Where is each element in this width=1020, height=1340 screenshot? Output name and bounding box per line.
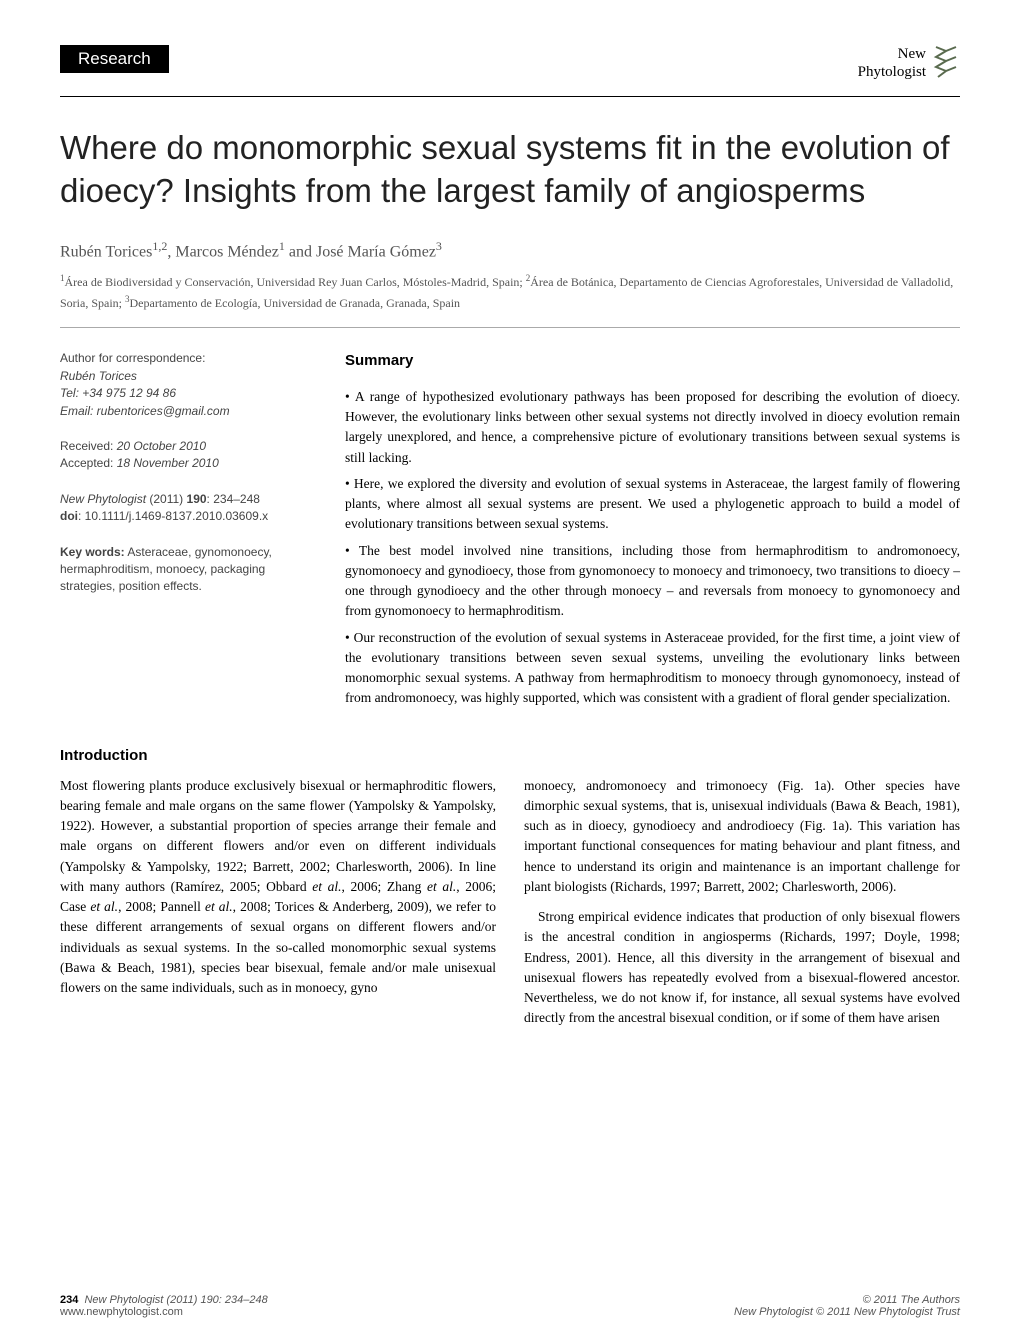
summary-bullet: • Our reconstruction of the evolution of… bbox=[345, 628, 960, 709]
page-number: 234 bbox=[60, 1294, 78, 1306]
journal-line1: New bbox=[858, 45, 926, 63]
corr-tel: Tel: +34 975 12 94 86 bbox=[60, 385, 315, 402]
keywords-block: Key words: Asteraceae, gynomonoecy, herm… bbox=[60, 544, 315, 596]
mid-rule bbox=[60, 327, 960, 328]
footer-url: www.newphytologist.com bbox=[60, 1306, 183, 1318]
top-rule bbox=[60, 96, 960, 97]
summary-bullet: • The best model involved nine transitio… bbox=[345, 541, 960, 622]
received-line: Received: 20 October 2010 bbox=[60, 438, 315, 455]
summary-bullet: • Here, we explored the diversity and ev… bbox=[345, 474, 960, 535]
section-tag: Research bbox=[60, 45, 169, 73]
footer-cite: New Phytologist (2011) 190: 234–248 bbox=[84, 1294, 267, 1306]
corr-name: Rubén Torices bbox=[60, 368, 315, 385]
leaf-icon bbox=[932, 45, 960, 79]
corr-label: Author for correspondence: bbox=[60, 350, 315, 367]
dates-block: Received: 20 October 2010 Accepted: 18 N… bbox=[60, 438, 315, 473]
corr-email: Email: rubentorices@gmail.com bbox=[60, 403, 315, 420]
intro-para-2: Strong empirical evidence indicates that… bbox=[524, 907, 960, 1029]
page-footer: 234 New Phytologist (2011) 190: 234–248 … bbox=[60, 1294, 960, 1318]
accepted-line: Accepted: 18 November 2010 bbox=[60, 455, 315, 472]
doi-line: doi: 10.1111/j.1469-8137.2010.03609.x bbox=[60, 508, 315, 525]
footer-left: 234 New Phytologist (2011) 190: 234–248 … bbox=[60, 1294, 268, 1318]
correspondence-block: Author for correspondence: Rubén Torices… bbox=[60, 350, 315, 420]
copyright-2: New Phytologist © 2011 New Phytologist T… bbox=[734, 1306, 960, 1318]
keywords-label: Key words: bbox=[60, 545, 125, 559]
journal-line2: Phytologist bbox=[858, 63, 926, 81]
accepted: Accepted: 18 November 2010 bbox=[60, 456, 219, 470]
authors: Rubén Torices1,2, Marcos Méndez1 and Jos… bbox=[60, 239, 960, 261]
citation-block: New Phytologist (2011) 190: 234–248 doi:… bbox=[60, 491, 315, 526]
sidebar: Author for correspondence: Rubén Torices… bbox=[60, 350, 315, 714]
summary-heading: Summary bbox=[345, 350, 960, 373]
introduction-section: Introduction Most flowering plants produ… bbox=[60, 747, 960, 1029]
journal-name: New Phytologist bbox=[858, 45, 926, 81]
intro-para-1b: monoecy, andromonoecy and trimonoecy (Fi… bbox=[524, 776, 960, 898]
citation-line: New Phytologist (2011) 190: 234–248 bbox=[60, 491, 315, 508]
footer-right: © 2011 The Authors New Phytologist © 201… bbox=[734, 1294, 960, 1318]
body-columns: Most flowering plants produce exclusivel… bbox=[60, 776, 960, 1029]
received: Received: 20 October 2010 bbox=[60, 439, 206, 453]
summary-bullet: • A range of hypothesized evolutionary p… bbox=[345, 387, 960, 468]
summary-column: Summary • A range of hypothesized evolut… bbox=[345, 350, 960, 714]
journal-block: New Phytologist bbox=[858, 45, 960, 81]
article-title: Where do monomorphic sexual systems fit … bbox=[60, 127, 960, 213]
affiliations: 1Área de Biodiversidad y Conservación, U… bbox=[60, 271, 960, 313]
copyright-1: © 2011 The Authors bbox=[863, 1294, 960, 1306]
intro-para-1a: Most flowering plants produce exclusivel… bbox=[60, 776, 496, 999]
introduction-heading: Introduction bbox=[60, 747, 960, 764]
